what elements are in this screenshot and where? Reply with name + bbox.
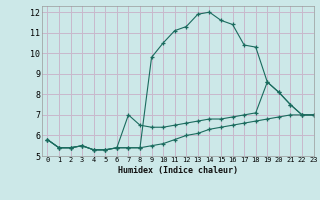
X-axis label: Humidex (Indice chaleur): Humidex (Indice chaleur) xyxy=(118,166,237,175)
